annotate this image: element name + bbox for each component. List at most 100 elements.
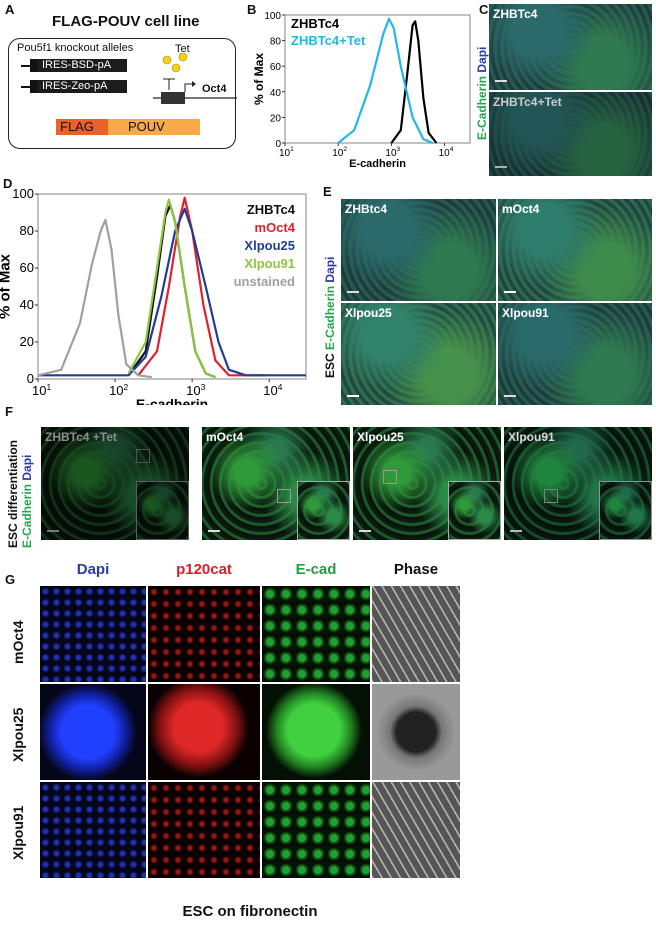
panel-label-d: D bbox=[3, 176, 13, 191]
micrograph-e-xlpou25: Xlpou25 bbox=[341, 303, 496, 405]
micrograph-xlpou25-phase bbox=[372, 684, 460, 780]
row-label-moct4: mOct4 bbox=[10, 620, 26, 664]
micrograph-f-zhbtc4-tet: ZHBTc4 +Tet bbox=[41, 427, 189, 540]
micrograph-xlpou25-dapi bbox=[40, 684, 146, 780]
panel-e-side-label: ESC E-Cadherin Dapi bbox=[323, 257, 337, 378]
micrograph-f-xlpou25: Xlpou25 bbox=[353, 427, 501, 540]
panel-f-side-label: ESC differentiation E-Cadherin Dapi bbox=[6, 440, 34, 548]
y-tick-label: 100 bbox=[12, 186, 34, 201]
plot-frame bbox=[284, 14, 471, 144]
x-tick-label: 102 bbox=[332, 146, 347, 159]
y-tick-label: 60 bbox=[270, 62, 282, 73]
esc-differentiation-label: ESC differentiation bbox=[6, 439, 20, 548]
allele1-exon bbox=[30, 59, 37, 72]
image-label: ZHBTc4 bbox=[493, 7, 538, 21]
row-label-xlpou91: Xlpou91 bbox=[10, 805, 26, 860]
scale-bar bbox=[47, 530, 59, 532]
legend-entry: unstained bbox=[234, 274, 295, 289]
micrograph-f-xlpou91: Xlpou91 bbox=[504, 427, 652, 540]
dapi-label: Dapi bbox=[323, 256, 337, 283]
column-header-phase: Phase bbox=[393, 561, 439, 578]
y-tick-label: 40 bbox=[20, 297, 34, 312]
micrograph-xlpou25-e-cad bbox=[262, 684, 370, 780]
roi-box bbox=[544, 489, 558, 503]
inset-image bbox=[135, 481, 189, 540]
scale-bar bbox=[495, 80, 507, 82]
roi-box bbox=[277, 489, 291, 503]
x-tick-label: 101 bbox=[279, 146, 294, 159]
flag-domain: FLAG bbox=[56, 119, 108, 135]
legend-entry: Xlpou91 bbox=[244, 256, 295, 271]
oct4-label: Oct4 bbox=[202, 83, 227, 95]
allele2-exon bbox=[30, 80, 37, 93]
y-tick-label: 40 bbox=[270, 88, 282, 99]
panel-label-c: C bbox=[479, 2, 489, 17]
column-header-p120cat: p120cat bbox=[176, 561, 232, 578]
inset-image bbox=[447, 481, 501, 540]
column-header-e-cad: E-cad bbox=[295, 561, 337, 578]
ecadherin-label: E-Cadherin bbox=[323, 285, 337, 350]
promoter-diagram bbox=[153, 53, 237, 104]
series-line-xlpou25 bbox=[38, 207, 306, 377]
series-line-zhbtc4 bbox=[390, 20, 438, 144]
series-line-moct4 bbox=[137, 196, 266, 377]
micrograph-xlpou91-dapi bbox=[40, 782, 146, 878]
histogram-chart-b: 0 20 40 60 80 100 101 102 103 104 E-cadherin % of M… bbox=[252, 11, 471, 170]
micrograph-moct4-e-cad bbox=[262, 586, 370, 682]
legend-entry: Xlpou25 bbox=[244, 238, 295, 253]
micrograph-xlpou25-p120cat bbox=[148, 684, 260, 780]
allele2-line bbox=[21, 86, 33, 88]
panel-g-caption: ESC on fibronectin bbox=[182, 903, 318, 920]
micrograph-e-xlpou91: Xlpou91 bbox=[498, 303, 652, 405]
image-label: ZHBTc4+Tet bbox=[493, 95, 562, 109]
micrograph-xlpou91-p120cat bbox=[148, 782, 260, 878]
y-tick-label: 80 bbox=[20, 223, 34, 238]
y-tick-label: 0 bbox=[27, 371, 34, 386]
inset-image bbox=[598, 481, 652, 540]
scale-bar bbox=[347, 395, 359, 397]
pouv-domain: POUV bbox=[108, 119, 200, 135]
y-tick-label: 100 bbox=[264, 11, 281, 22]
legend-entry: ZHBTc4+Tet bbox=[291, 33, 366, 48]
allele1-line bbox=[21, 65, 33, 67]
x-tick-label: 103 bbox=[186, 382, 205, 398]
dapi-label: Dapi bbox=[20, 454, 34, 481]
ecadherin-label: E-Cadherin bbox=[475, 75, 489, 140]
micrograph-xlpou91-phase bbox=[372, 782, 460, 878]
micrograph-c-zhbtc4-tet: ZHBTc4+Tet bbox=[489, 92, 652, 176]
image-label: Xlpou25 bbox=[345, 306, 392, 320]
esc-label: ESC bbox=[323, 353, 337, 378]
y-tick-label: 0 bbox=[275, 139, 281, 150]
panel-label-f: F bbox=[5, 404, 13, 419]
arrow-icon bbox=[192, 81, 196, 87]
dapi-label: Dapi bbox=[475, 46, 489, 73]
scale-bar bbox=[347, 291, 359, 293]
allele2-box: IRES-Zeo-pA bbox=[37, 80, 127, 93]
image-label: mOct4 bbox=[206, 430, 244, 444]
allele1-box: IRES-BSD-pA bbox=[37, 59, 127, 72]
y-axis-label: % of Max bbox=[252, 53, 266, 105]
micrograph-moct4-p120cat bbox=[148, 586, 260, 682]
tet-molecule-icon bbox=[178, 53, 188, 62]
micrograph-moct4-dapi bbox=[40, 586, 146, 682]
image-label: ZHBTc4 +Tet bbox=[45, 430, 117, 444]
legend-entry: ZHBTc4 bbox=[247, 202, 296, 217]
image-label: Xlpou25 bbox=[357, 430, 404, 444]
scale-bar bbox=[504, 291, 516, 293]
micrograph-e-moct4: mOct4 bbox=[498, 199, 652, 301]
image-label: mOct4 bbox=[502, 202, 540, 216]
x-tick-label: 103 bbox=[385, 146, 400, 159]
y-axis-label: % of Max bbox=[0, 253, 13, 319]
tet-label: Tet bbox=[175, 43, 190, 55]
series-line-xlpou91 bbox=[127, 198, 216, 379]
panel-label-g: G bbox=[5, 572, 16, 587]
x-tick-label: 104 bbox=[439, 146, 454, 159]
roi-box bbox=[383, 470, 397, 484]
y-tick-label: 20 bbox=[270, 113, 282, 124]
inset-image bbox=[296, 481, 350, 540]
image-label: ZHBtc4 bbox=[345, 202, 388, 216]
x-axis-label: E-cadherin bbox=[349, 158, 406, 170]
micrograph-xlpou91-e-cad bbox=[262, 782, 370, 878]
tet-molecule-icon bbox=[171, 63, 181, 73]
series-line-zhbtc4-tet bbox=[337, 17, 434, 145]
